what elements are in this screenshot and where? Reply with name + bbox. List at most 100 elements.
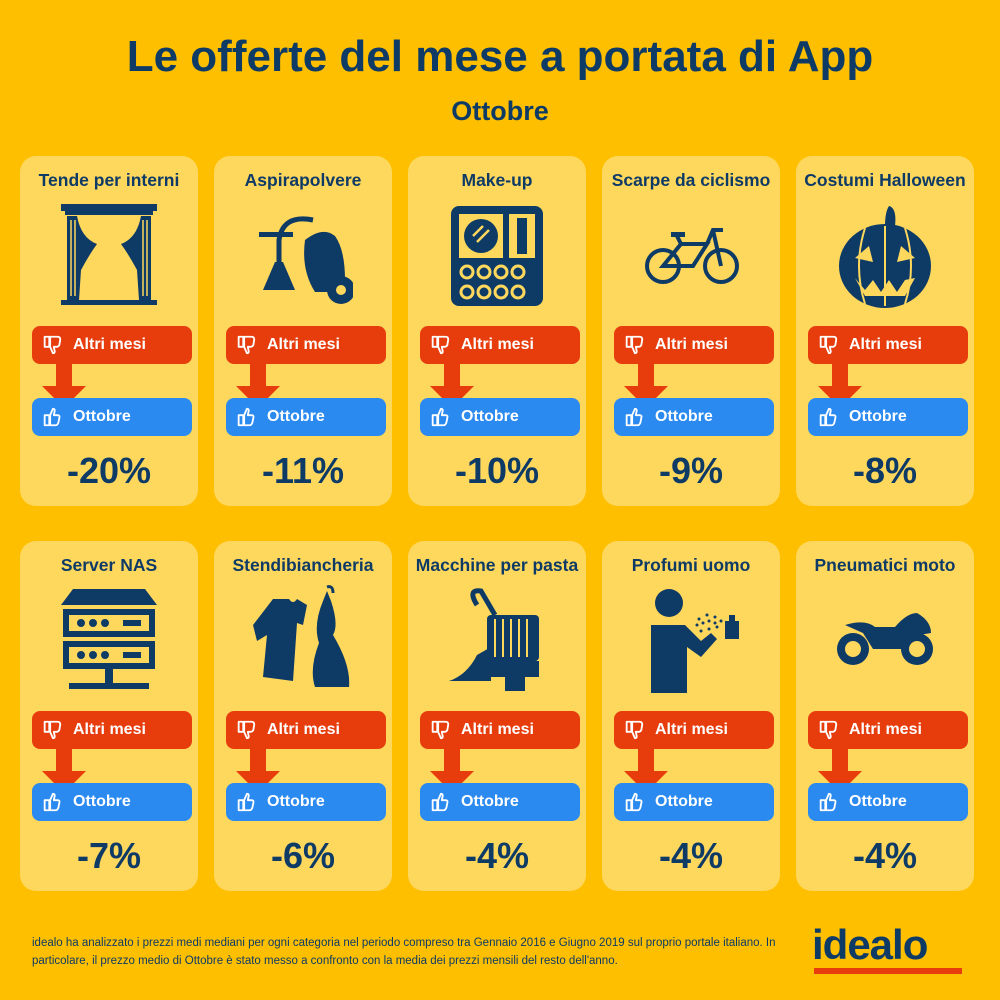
thumb-up-icon — [625, 792, 643, 812]
offer-card: Macchine per pasta Altri mesi Ottobre -4… — [408, 541, 586, 891]
discount-value: -7% — [76, 835, 142, 876]
card-title: Macchine per pasta — [415, 555, 579, 575]
october-label: Ottobre — [73, 793, 131, 810]
thumb-down-icon — [237, 335, 256, 355]
discount-value: -10% — [454, 450, 540, 491]
page-subtitle: Ottobre — [451, 96, 549, 126]
thumb-up-icon — [819, 792, 837, 812]
october-label: Ottobre — [461, 408, 519, 425]
offer-card: Profumi uomo Altri mesi Ottobre -4% — [602, 541, 780, 891]
thumb-up-icon — [431, 407, 449, 427]
logo-underline — [814, 968, 962, 974]
discount-value: -4% — [464, 835, 530, 876]
down-arrow-icon — [430, 356, 474, 408]
thumb-up-icon — [625, 407, 643, 427]
idealo-logo: idealo — [812, 922, 968, 978]
card-title: Costumi Halloween — [804, 170, 966, 190]
down-arrow-icon — [236, 741, 280, 793]
down-arrow-icon — [236, 356, 280, 408]
thumb-down-icon — [43, 720, 62, 740]
discount-value: -11% — [261, 450, 345, 491]
logo-text: idealo — [812, 921, 928, 968]
offer-card: Costumi Halloween Altri mesi Ottobre -8% — [796, 156, 974, 506]
october-label: Ottobre — [655, 793, 713, 810]
thumb-down-icon — [237, 720, 256, 740]
thumb-up-icon — [819, 407, 837, 427]
october-badge: Ottobre — [420, 398, 580, 436]
other-months-label: Altri mesi — [73, 336, 146, 353]
other-months-label: Altri mesi — [655, 336, 728, 353]
curtains-icon — [59, 200, 159, 310]
thumb-down-icon — [625, 335, 644, 355]
offer-card: Server NAS Altri mesi Ottobre -7% — [20, 541, 198, 891]
card-title: Tende per interni — [38, 170, 180, 190]
october-label: Ottobre — [73, 408, 131, 425]
october-badge: Ottobre — [226, 783, 386, 821]
pasta-machine-icon — [447, 585, 547, 695]
card-title: Scarpe da ciclismo — [611, 170, 771, 190]
thumb-up-icon — [43, 792, 61, 812]
motorcycle-icon — [835, 585, 935, 695]
other-months-label: Altri mesi — [849, 336, 922, 353]
discount-value: -4% — [852, 835, 918, 876]
card-title: Stendibiancheria — [232, 555, 374, 575]
thumb-down-icon — [43, 335, 62, 355]
thumb-up-icon — [237, 407, 255, 427]
october-badge: Ottobre — [32, 398, 192, 436]
thumb-down-icon — [819, 720, 838, 740]
other-months-label: Altri mesi — [655, 721, 728, 738]
thumb-down-icon — [625, 720, 644, 740]
down-arrow-icon — [624, 356, 668, 408]
other-months-label: Altri mesi — [267, 721, 340, 738]
discount-value: -4% — [658, 835, 724, 876]
october-label: Ottobre — [267, 408, 325, 425]
other-months-label: Altri mesi — [461, 336, 534, 353]
october-label: Ottobre — [849, 408, 907, 425]
october-badge: Ottobre — [226, 398, 386, 436]
offer-card: Scarpe da ciclismo Altri mesi Ottobre -9… — [602, 156, 780, 506]
october-badge: Ottobre — [420, 783, 580, 821]
offer-card: Aspirapolvere Altri mesi Ottobre -11% — [214, 156, 392, 506]
other-months-label: Altri mesi — [461, 721, 534, 738]
down-arrow-icon — [430, 741, 474, 793]
offer-card: Stendibiancheria Altri mesi Ottobre -6% — [214, 541, 392, 891]
october-badge: Ottobre — [32, 783, 192, 821]
thumb-down-icon — [431, 335, 450, 355]
down-arrow-icon — [818, 356, 862, 408]
discount-value: -9% — [658, 450, 724, 491]
october-badge: Ottobre — [614, 398, 774, 436]
offer-card: Make-up Altri mesi Ottobre -10% — [408, 156, 586, 506]
server-icon — [59, 585, 159, 695]
october-badge: Ottobre — [808, 783, 968, 821]
card-title: Server NAS — [60, 555, 158, 575]
footer-note: idealo ha analizzato i prezzi medi media… — [32, 937, 776, 967]
october-label: Ottobre — [849, 793, 907, 810]
offer-card: Tende per interni Altri mesi Ottobre -20… — [20, 156, 198, 506]
thumb-up-icon — [237, 792, 255, 812]
pumpkin-icon — [835, 200, 935, 310]
offer-card: Pneumatici moto Altri mesi Ottobre -4% — [796, 541, 974, 891]
card-title: Make-up — [461, 170, 533, 190]
down-arrow-icon — [42, 356, 86, 408]
perfume-icon — [641, 585, 741, 695]
vacuum-cleaner-icon — [253, 200, 355, 310]
october-badge: Ottobre — [614, 783, 774, 821]
other-months-label: Altri mesi — [73, 721, 146, 738]
other-months-label: Altri mesi — [267, 336, 340, 353]
bicycle-icon — [641, 200, 741, 310]
thumb-down-icon — [819, 335, 838, 355]
down-arrow-icon — [624, 741, 668, 793]
thumb-up-icon — [431, 792, 449, 812]
october-label: Ottobre — [655, 408, 713, 425]
thumb-up-icon — [43, 407, 61, 427]
down-arrow-icon — [818, 741, 862, 793]
discount-value: -20% — [66, 450, 152, 491]
october-label: Ottobre — [461, 793, 519, 810]
card-title: Profumi uomo — [631, 555, 751, 575]
clothes-icon — [253, 585, 353, 695]
thumb-down-icon — [431, 720, 450, 740]
october-badge: Ottobre — [808, 398, 968, 436]
card-title: Pneumatici moto — [814, 555, 956, 575]
other-months-label: Altri mesi — [849, 721, 922, 738]
